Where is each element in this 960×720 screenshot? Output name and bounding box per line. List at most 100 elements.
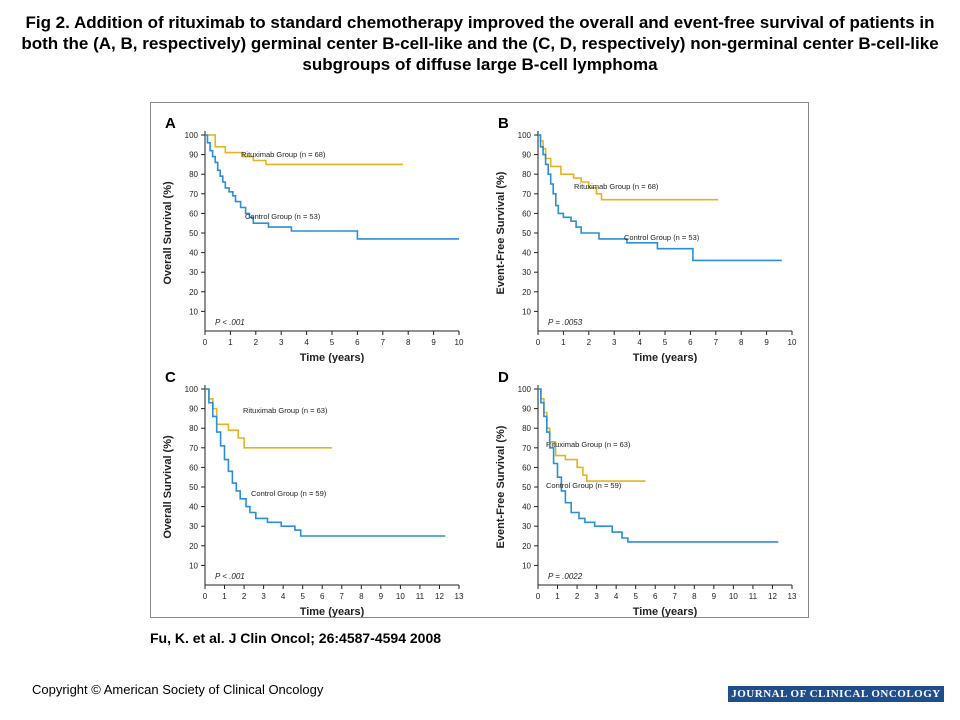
x-axis-label: Time (years) — [300, 352, 365, 363]
x-tick-label: 0 — [203, 592, 208, 601]
y-tick-label: 10 — [522, 307, 531, 316]
y-tick-label: 40 — [189, 503, 198, 512]
x-tick-label: 4 — [614, 592, 619, 601]
control-series-label: Control Group (n = 59) — [251, 489, 327, 498]
rituximab-curve — [538, 134, 719, 201]
control-curve — [538, 388, 779, 543]
rituximab-series-label: Rituximab Group (n = 63) — [546, 440, 631, 449]
y-tick-label: 70 — [522, 190, 531, 199]
x-tick-label: 8 — [406, 338, 411, 347]
panel-letter: B — [498, 115, 509, 132]
rituximab-curve — [205, 134, 404, 166]
x-tick-label: 0 — [203, 338, 208, 347]
x-tick-label: 8 — [692, 592, 697, 601]
figure-title: Fig 2. Addition of rituximab to standard… — [21, 13, 939, 74]
control-series-label: Control Group (n = 59) — [546, 481, 622, 490]
control-curve — [538, 134, 782, 262]
km-plot-b: 10 20 30 40 50 60 70 80 90 100 0 1 2 3 4 5 6 7 8 9 10 Time (y… — [495, 131, 797, 363]
p-value-label: P < .001 — [215, 572, 245, 581]
control-series-label: Control Group (n = 53) — [245, 212, 321, 221]
x-tick-label: 2 — [254, 338, 259, 347]
x-tick-label: 1 — [228, 338, 233, 347]
citation: Fu, K. et al. J Clin Oncol; 26:4587-4594… — [150, 630, 442, 646]
p-value-label: P < .001 — [215, 318, 245, 327]
x-tick-label: 8 — [739, 338, 744, 347]
p-value-label: P = .0022 — [548, 572, 583, 581]
x-tick-label: 2 — [587, 338, 592, 347]
y-axis-label: Overall Survival (%) — [162, 181, 174, 285]
x-tick-label: 9 — [712, 592, 717, 601]
x-tick-label: 4 — [304, 338, 309, 347]
y-tick-label: 100 — [185, 131, 199, 140]
y-tick-label: 60 — [522, 463, 531, 472]
x-tick-label: 11 — [749, 592, 758, 601]
rituximab-series-label: Rituximab Group (n = 63) — [243, 406, 328, 415]
x-tick-label: 10 — [729, 592, 738, 601]
x-tick-label: 6 — [688, 338, 693, 347]
y-tick-label: 80 — [522, 424, 531, 433]
p-value-label: P = .0053 — [548, 318, 583, 327]
y-tick-label: 30 — [189, 268, 198, 277]
y-tick-label: 20 — [522, 542, 531, 551]
y-tick-label: 20 — [189, 542, 198, 551]
x-tick-label: 10 — [455, 338, 464, 347]
control-series-label: Control Group (n = 53) — [624, 233, 700, 242]
x-tick-label: 5 — [330, 338, 335, 347]
x-tick-label: 10 — [788, 338, 797, 347]
x-tick-label: 2 — [575, 592, 580, 601]
x-tick-label: 6 — [320, 592, 325, 601]
y-tick-label: 60 — [189, 463, 198, 472]
y-tick-label: 10 — [522, 561, 531, 570]
x-tick-label: 5 — [300, 592, 305, 601]
panel-a: A 10 20 30 40 50 60 70 80 90 100 0 1 2 3 4 5 6 7 8 9 10 Time … — [153, 107, 483, 363]
x-tick-label: 1 — [222, 592, 227, 601]
x-tick-label: 3 — [279, 338, 284, 347]
x-tick-label: 6 — [653, 592, 658, 601]
rituximab-series-label: Rituximab Group (n = 68) — [241, 150, 326, 159]
x-tick-label: 10 — [396, 592, 405, 601]
x-tick-label: 0 — [536, 592, 541, 601]
x-tick-label: 3 — [594, 592, 599, 601]
y-tick-label: 80 — [522, 170, 531, 179]
y-tick-label: 100 — [518, 131, 532, 140]
y-tick-label: 40 — [522, 503, 531, 512]
y-tick-label: 90 — [522, 151, 531, 160]
y-axis-label: Event-Free Survival (%) — [495, 425, 507, 548]
x-tick-label: 1 — [555, 592, 560, 601]
x-tick-label: 9 — [379, 592, 384, 601]
y-tick-label: 80 — [189, 424, 198, 433]
control-curve — [205, 388, 446, 537]
x-tick-label: 12 — [435, 592, 444, 601]
y-tick-label: 10 — [189, 307, 198, 316]
x-tick-label: 7 — [381, 338, 386, 347]
y-tick-label: 30 — [522, 268, 531, 277]
y-tick-label: 50 — [522, 483, 531, 492]
x-tick-label: 3 — [261, 592, 266, 601]
km-plot-a: 10 20 30 40 50 60 70 80 90 100 0 1 2 3 4 5 6 7 8 9 10 Time (y… — [162, 131, 464, 363]
x-axis-label: Time (years) — [300, 606, 365, 617]
y-tick-label: 70 — [522, 444, 531, 453]
y-tick-label: 80 — [189, 170, 198, 179]
rituximab-curve — [538, 388, 646, 482]
y-tick-label: 20 — [189, 288, 198, 297]
journal-logo: JOURNAL OF CLINICAL ONCOLOGY — [728, 686, 944, 702]
panel-letter: C — [165, 369, 176, 386]
y-tick-label: 30 — [522, 522, 531, 531]
y-axis-label: Event-Free Survival (%) — [495, 171, 507, 294]
panel-c: C 10 20 30 40 50 60 70 80 90 100 0 1 2 3 4 5 6 7 8 9 10 11 12 1… — [153, 361, 483, 617]
y-axis-label: Overall Survival (%) — [162, 435, 174, 539]
x-tick-label: 7 — [714, 338, 719, 347]
y-tick-label: 100 — [518, 385, 532, 394]
panel-letter: A — [165, 115, 176, 132]
x-tick-label: 13 — [788, 592, 797, 601]
x-tick-label: 0 — [536, 338, 541, 347]
figure-frame: A 10 20 30 40 50 60 70 80 90 100 0 1 2 3 4 5 6 7 8 9 10 Time … — [150, 102, 809, 618]
x-tick-label: 7 — [673, 592, 678, 601]
y-tick-label: 60 — [189, 209, 198, 218]
y-tick-label: 70 — [189, 190, 198, 199]
rituximab-curve — [205, 388, 332, 449]
x-tick-label: 8 — [359, 592, 364, 601]
x-tick-label: 11 — [416, 592, 425, 601]
